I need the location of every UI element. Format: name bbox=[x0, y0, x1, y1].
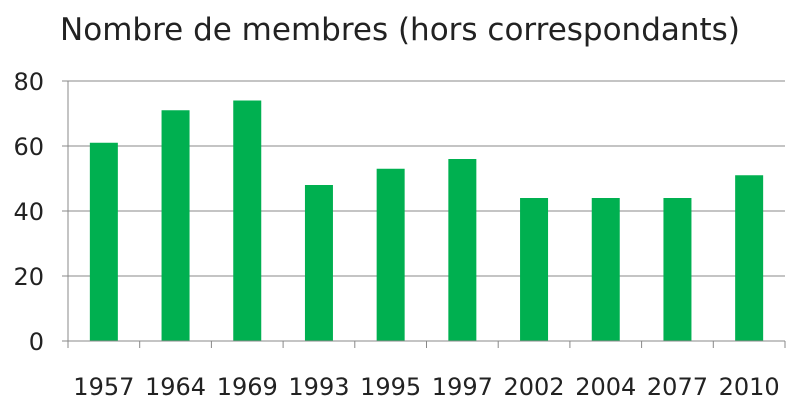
x-tick-labels: 1957 1964 1969 1993 1995 1997 2002 2004 2077 2010 bbox=[73, 373, 779, 401]
y-tick-label: 60 bbox=[13, 133, 44, 161]
x-tick-label: 1969 bbox=[217, 373, 278, 401]
x-tick-label: 2004 bbox=[575, 373, 636, 401]
x-tick-label: 2010 bbox=[719, 373, 780, 401]
x-tick-label: 1997 bbox=[432, 373, 493, 401]
y-tick-label: 40 bbox=[13, 198, 44, 226]
bar-2077 bbox=[663, 198, 692, 341]
bar-1997 bbox=[448, 159, 477, 341]
bar-2004 bbox=[591, 198, 620, 341]
bar-1957 bbox=[89, 142, 118, 341]
bar-2002 bbox=[520, 198, 549, 341]
chart-title: Nombre de membres (hors correspondants) bbox=[60, 12, 740, 48]
bar-2010 bbox=[735, 175, 764, 341]
bar-1993 bbox=[304, 185, 333, 341]
y-tick-label: 0 bbox=[29, 328, 44, 356]
x-tick-label: 1995 bbox=[360, 373, 421, 401]
x-tick-label: 1957 bbox=[73, 373, 134, 401]
bars bbox=[89, 100, 764, 341]
y-tick-label: 20 bbox=[13, 263, 44, 291]
x-tick-label: 1964 bbox=[145, 373, 206, 401]
axes bbox=[62, 80, 786, 348]
y-tick-labels: 0 20 40 60 80 bbox=[13, 68, 44, 356]
x-tick-label: 1993 bbox=[288, 373, 349, 401]
x-tick-label: 2002 bbox=[504, 373, 565, 401]
bar-1995 bbox=[376, 168, 405, 341]
y-tick-label: 80 bbox=[13, 68, 44, 96]
bar-1964 bbox=[161, 110, 190, 341]
bar-1969 bbox=[233, 100, 262, 341]
x-tick-label: 2077 bbox=[647, 373, 708, 401]
